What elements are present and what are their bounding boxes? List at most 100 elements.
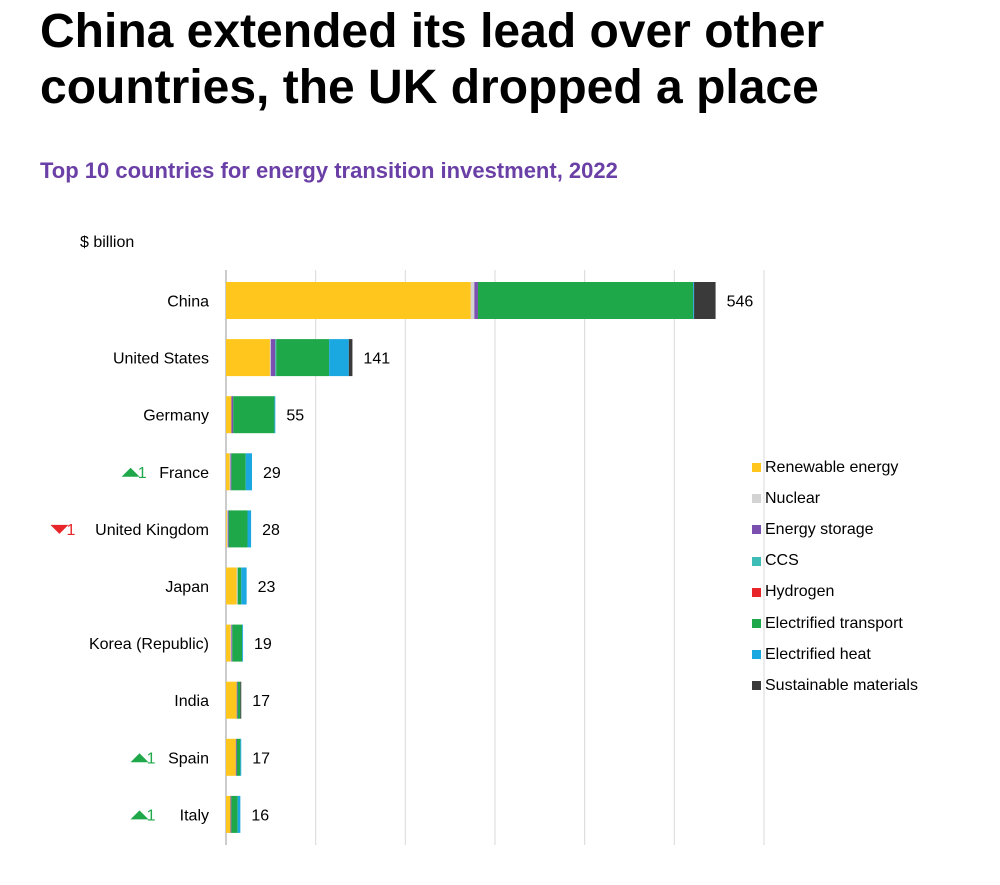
category-label: Germany xyxy=(143,408,209,425)
bar-segment-nuclear xyxy=(470,282,475,319)
bar-segment-electrified-transport xyxy=(237,681,241,719)
rank-up-value: 1 xyxy=(138,465,147,482)
bar-segment-renewable-energy xyxy=(226,738,236,776)
total-label: 29 xyxy=(263,465,281,482)
bar-segment-energy-storage xyxy=(474,282,478,319)
bar-segment-energy-storage xyxy=(235,738,237,776)
rank-up-value: 1 xyxy=(147,807,156,824)
bar-segment-energy-storage xyxy=(230,453,232,491)
bar-segment-sustainable-materials xyxy=(240,681,242,719)
bar-segment-electrified-transport xyxy=(233,396,275,434)
bar-segment-renewable-energy xyxy=(226,510,227,548)
bar-segment-renewable-energy xyxy=(226,282,471,319)
legend-item: Renewable energy xyxy=(752,452,918,483)
legend-item: Hydrogen xyxy=(752,577,918,608)
legend-swatch xyxy=(752,587,761,597)
legend-swatch xyxy=(752,619,761,629)
bar-segment-renewable-energy xyxy=(226,453,230,491)
category-label: China xyxy=(167,294,209,311)
bar-segment-nuclear xyxy=(226,510,228,548)
bar-segment-electrified-transport xyxy=(477,282,694,319)
bar-segment-renewable-energy xyxy=(226,396,232,434)
bar-segment-renewable-energy xyxy=(226,339,270,377)
bar-segment-ccs xyxy=(275,339,277,377)
bar-segment-nuclear xyxy=(269,339,271,377)
total-label: 28 xyxy=(262,522,280,539)
bar-segment-electrified-transport xyxy=(231,795,238,833)
legend-item: Electrified heat xyxy=(752,639,918,670)
total-label: 17 xyxy=(252,750,270,767)
bar-segment-nuclear xyxy=(236,567,238,605)
bar-segment-electrified-transport xyxy=(276,339,330,377)
bar-segment-renewable-energy xyxy=(226,795,231,833)
legend-swatch xyxy=(752,525,761,535)
bar-segment-electrified-transport xyxy=(231,453,246,491)
legend-item: Sustainable materials xyxy=(752,670,918,701)
bar-segment-electrified-heat xyxy=(247,510,252,548)
total-label: 17 xyxy=(252,693,270,710)
category-label: Spain xyxy=(168,750,209,767)
legend-label: Electrified transport xyxy=(765,614,903,632)
bar-segment-electrified-transport xyxy=(232,624,243,662)
total-label: 16 xyxy=(251,807,269,824)
category-label: United Kingdom xyxy=(95,522,209,539)
legend-label: CCS xyxy=(765,552,799,570)
bar-segment-energy-storage xyxy=(270,339,276,377)
bar-segment-electrified-heat xyxy=(693,282,695,319)
bar-segment-electrified-heat xyxy=(237,795,241,833)
headline: China extended its lead over other count… xyxy=(40,5,825,114)
category-label: India xyxy=(174,693,209,710)
category-label: France xyxy=(159,465,209,482)
total-label: 19 xyxy=(254,636,272,653)
rank-up-triangle-icon xyxy=(121,467,140,477)
bar-segment-sustainable-materials xyxy=(348,339,353,377)
legend-label: Nuclear xyxy=(765,489,821,507)
legend-swatch xyxy=(752,494,761,504)
bar-segment-nuclear xyxy=(230,624,232,662)
bar-segment-renewable-energy xyxy=(226,624,231,662)
category-label: Korea (Republic) xyxy=(89,636,209,653)
legend-label: Sustainable materials xyxy=(765,676,918,694)
rank-up-triangle-icon xyxy=(130,810,149,820)
bar-segment-electrified-heat xyxy=(329,339,349,377)
legend-label: Energy storage xyxy=(765,520,874,538)
unit-label: $ billion xyxy=(80,234,134,251)
legend-item: Electrified transport xyxy=(752,608,918,639)
bar-segment-electrified-heat xyxy=(242,624,244,662)
legend-item: Energy storage xyxy=(752,514,918,545)
legend-swatch xyxy=(752,650,761,660)
bar-segment-electrified-heat xyxy=(274,396,276,434)
bar-segment-sustainable-materials xyxy=(694,282,716,319)
total-label: 23 xyxy=(258,579,276,596)
legend-swatch xyxy=(752,556,761,566)
rank-down-value: 1 xyxy=(66,522,75,539)
total-label: 55 xyxy=(286,408,304,425)
bar-segment-energy-storage xyxy=(236,681,238,719)
bar-segment-energy-storage xyxy=(227,510,229,548)
bar-segment-nuclear xyxy=(229,453,231,491)
bar-segment-energy-storage xyxy=(231,624,233,662)
category-label: Italy xyxy=(180,807,209,824)
category-label: United States xyxy=(113,351,209,368)
legend-swatch xyxy=(752,681,761,691)
legend-item: CCS xyxy=(752,546,918,577)
rank-down-triangle-icon xyxy=(50,524,69,534)
bar-segment-electrified-transport xyxy=(228,510,248,548)
bar-segment-electrified-heat xyxy=(241,567,247,605)
bar-segment-renewable-energy xyxy=(226,681,237,719)
bar-segment-energy-storage xyxy=(230,795,232,833)
bar-segment-electrified-transport xyxy=(237,567,242,605)
rank-up-triangle-icon xyxy=(130,753,149,763)
legend-swatch xyxy=(752,463,761,473)
total-label: 141 xyxy=(363,351,390,368)
legend-label: Electrified heat xyxy=(765,645,871,663)
legend-label: Renewable energy xyxy=(765,458,899,476)
bar-segment-electrified-heat xyxy=(240,738,242,776)
category-label: Japan xyxy=(165,579,209,596)
chart-title: Top 10 countries for energy transition i… xyxy=(40,158,618,183)
bar-segment-energy-storage xyxy=(231,396,234,434)
legend: Renewable energy Nuclear Energy storage CCS… xyxy=(752,452,918,702)
rank-up-value: 1 xyxy=(147,750,156,767)
category-labels: 546 China 141 United States 55 Germany 29 Franc… xyxy=(50,294,753,824)
bars xyxy=(226,282,716,833)
